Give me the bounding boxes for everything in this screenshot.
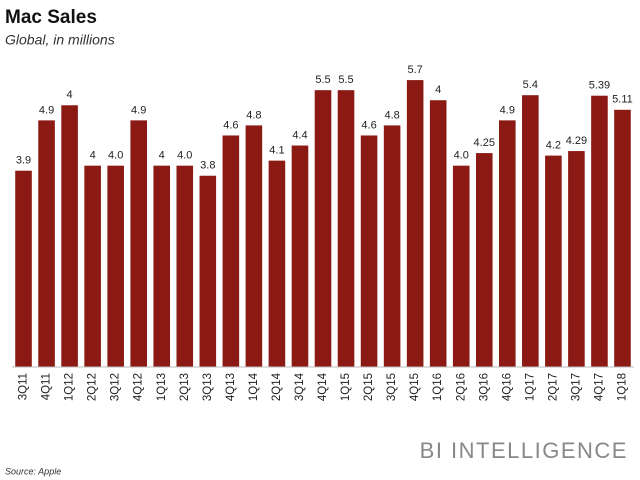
- x-tick-label: 1Q14: [248, 372, 260, 401]
- x-tick-label: 1Q17: [524, 373, 536, 401]
- bar-label: 3.9: [16, 155, 31, 167]
- bar: [406, 80, 424, 367]
- bar: [15, 170, 32, 367]
- bar-label: 4.4: [292, 129, 307, 141]
- x-tick-label: 3Q15: [386, 373, 398, 401]
- x-tick-label: 2Q13: [179, 373, 191, 401]
- chart-title: Mac Sales: [5, 7, 97, 28]
- bar: [360, 135, 378, 367]
- x-tick-label: 4Q16: [501, 373, 513, 401]
- bar: [222, 135, 240, 367]
- bar: [499, 120, 516, 367]
- bar-label: 5.39: [589, 80, 610, 92]
- chart-subtitle: Global, in millions: [5, 32, 115, 48]
- x-tick-label: 3Q16: [478, 373, 490, 401]
- bar: [61, 105, 78, 368]
- bar: [107, 165, 124, 367]
- bar-label: 4: [67, 89, 73, 101]
- bar-label: 4.8: [384, 109, 399, 121]
- bar-label: 4.0: [454, 150, 469, 162]
- bar-label: 4.6: [223, 119, 238, 131]
- x-tick-label: 3Q11: [18, 373, 30, 400]
- bar: [38, 120, 55, 367]
- x-tick-label: 1Q16: [432, 373, 444, 401]
- source-note: Source: Apple: [5, 466, 61, 476]
- bar-label: 4.9: [39, 104, 54, 116]
- bar: [153, 165, 171, 367]
- bar-label: 4.25: [474, 137, 495, 149]
- bar: [84, 165, 101, 367]
- bar: [591, 95, 608, 367]
- x-tick-label: 3Q12: [110, 373, 122, 401]
- x-tick-label: 1Q13: [156, 373, 168, 401]
- x-tick-label: 4Q11: [41, 373, 53, 400]
- bar-label: 4: [435, 84, 441, 96]
- bar-label: 4.8: [246, 109, 261, 121]
- x-tick-label: 4Q17: [593, 373, 605, 401]
- bar: [130, 120, 147, 367]
- bar-label: 5.11: [612, 94, 633, 106]
- bar: [291, 145, 309, 367]
- x-tick-label: 4Q14: [317, 372, 329, 401]
- x-tick-label: 2Q12: [87, 373, 99, 401]
- bar-label: 5.4: [523, 79, 538, 91]
- x-tick-label: 2Q17: [547, 373, 559, 401]
- x-tick-label: 4Q13: [225, 373, 237, 401]
- x-tick-label: 1Q12: [64, 373, 76, 401]
- x-tick-label: 1Q18: [617, 373, 629, 401]
- bar: [568, 151, 585, 367]
- bar: [614, 109, 631, 368]
- bar: [268, 160, 286, 367]
- bar: [522, 95, 539, 367]
- bar-label: 5.5: [315, 74, 330, 86]
- bar: [314, 90, 332, 368]
- bar: [475, 153, 493, 367]
- x-tick-label: 3Q13: [202, 373, 214, 401]
- x-tick-label: 4Q12: [133, 373, 145, 401]
- x-tick-label: 4Q15: [409, 373, 421, 401]
- bar-label: 3.8: [200, 160, 215, 172]
- bar-label: 4.6: [361, 119, 376, 131]
- bar: [452, 165, 470, 367]
- x-tick-label: 1Q15: [340, 373, 352, 401]
- bar-label: 4: [159, 150, 165, 162]
- x-tick-label: 3Q14: [294, 372, 306, 401]
- bar: [429, 100, 447, 367]
- bar-label: 4.29: [566, 135, 587, 147]
- x-tick-label: 3Q17: [570, 373, 582, 401]
- bar: [176, 165, 194, 367]
- brand-label: BI INTELLIGENCE: [420, 438, 628, 463]
- bar-label: 5.5: [338, 74, 353, 86]
- bar: [545, 155, 562, 367]
- x-tick-label: 2Q15: [363, 373, 375, 401]
- bar: [199, 175, 217, 367]
- bar-label: 4.9: [500, 104, 515, 116]
- bar-label: 4.1: [269, 145, 284, 157]
- bar: [337, 90, 355, 368]
- bar-label: 5.7: [407, 64, 422, 76]
- bar-label: 4.0: [177, 150, 192, 162]
- x-tick-label: 2Q16: [455, 373, 467, 401]
- bar-label: 4.0: [108, 150, 123, 162]
- x-tick-label: 2Q14: [271, 372, 283, 401]
- bar-label: 4.2: [546, 140, 561, 152]
- bar-label: 4: [90, 150, 96, 162]
- bar-label: 4.9: [131, 104, 146, 116]
- bar: [383, 125, 401, 368]
- bar: [245, 125, 263, 368]
